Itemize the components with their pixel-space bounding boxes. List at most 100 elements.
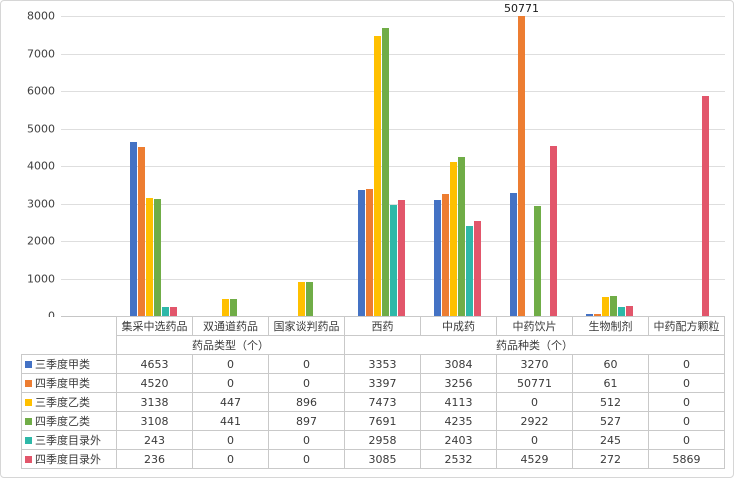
y-axis-tick-label: 2000 [27,234,55,248]
bar [130,142,137,316]
category-header-row: 集采中选药品 双通道药品 国家谈判药品 西药 中成药 中药饮片 生物制剂 中药配方颗粒 [21,316,725,336]
table-row: 三季度甲类 4653 0 0 3353 3084 3270 60 0 [21,354,725,374]
series-label-cell: 四季度目录外 [21,449,117,469]
group-header-cell: 药品类型（个） [116,335,345,355]
bar [466,226,473,316]
bar [154,199,161,316]
bar-group-7 [572,16,648,316]
bar [534,206,541,316]
value-cell: 0 [268,373,345,393]
bar [550,146,557,316]
bar [398,200,405,316]
value-cell: 0 [648,392,725,412]
value-cell: 3256 [420,373,497,393]
group-header-cell: 药品种类（个） [344,335,725,355]
value-cell: 512 [572,392,649,412]
series-name: 四季度甲类 [35,377,90,390]
bar-group-4 [344,16,420,316]
category-header-cell: 集采中选药品 [116,316,193,336]
table-row: 三季度乙类 3138 447 896 7473 4113 0 512 0 [21,392,725,412]
legend-key-icon [25,437,32,444]
value-cell: 896 [268,392,345,412]
value-cell: 0 [648,430,725,450]
gridline-5000 [61,128,725,130]
value-cell: 0 [648,373,725,393]
bar [602,297,609,316]
bar [170,307,177,316]
value-cell: 5869 [648,449,725,469]
series-label-cell: 三季度甲类 [21,354,117,374]
category-header-cell: 生物制剂 [572,316,649,336]
y-axis-tick-label: 8000 [27,9,55,23]
bar-group-3 [268,16,344,316]
y-axis-tick-label: 1000 [27,272,55,285]
plot-area [116,16,724,316]
value-cell: 447 [192,392,269,412]
category-header-cell: 中药配方颗粒 [648,316,725,336]
bar [306,282,313,316]
legend-key-icon [25,399,32,406]
value-cell: 0 [192,373,269,393]
legend-key-icon [25,361,32,368]
series-label-cell: 三季度乙类 [21,392,117,412]
bar [146,198,153,316]
value-cell: 0 [192,430,269,450]
value-cell: 61 [572,373,649,393]
value-cell: 0 [192,449,269,469]
value-cell: 3108 [116,411,193,431]
value-cell: 0 [496,392,573,412]
value-cell: 2532 [420,449,497,469]
gridline-4000 [61,166,725,167]
bar [626,306,633,316]
value-cell: 4235 [420,411,497,431]
value-cell: 3270 [496,354,573,374]
bar-group-8 [648,16,724,316]
series-name: 四季度乙类 [35,415,90,428]
category-header-cell: 西药 [344,316,421,336]
y-axis-tick-label: 5000 [27,122,55,135]
value-cell: 0 [648,411,725,431]
bar-group-2 [192,16,268,316]
gridline-8000 [61,16,725,17]
legend-key-icon [25,380,32,387]
table-row: 四季度乙类 3108 441 897 7691 4235 2922 527 0 [21,411,725,431]
y-axis-tick-label: 0 [17,310,55,323]
value-cell: 0 [268,449,345,469]
value-cell: 897 [268,411,345,431]
series-name: 四季度目录外 [35,453,101,466]
bar [222,299,229,316]
bar [442,194,449,316]
bar [702,96,709,316]
y-axis-tick-label: 4000 [27,159,55,173]
value-cell: 3084 [420,354,497,374]
value-cell: 3353 [344,354,421,374]
bar [382,28,389,316]
value-cell: 4529 [496,449,573,469]
bar [586,314,593,316]
value-cell: 3138 [116,392,193,412]
bar-group-5 [420,16,496,316]
series-label-cell: 四季度乙类 [21,411,117,431]
bar [230,299,237,316]
value-cell: 4113 [420,392,497,412]
bar [458,157,465,316]
value-cell: 7691 [344,411,421,431]
bar [298,282,305,316]
value-cell: 0 [268,354,345,374]
value-cell: 7473 [344,392,421,412]
gridline-6000 [61,91,725,92]
value-cell: 0 [648,354,725,374]
bar [434,200,441,316]
series-name: 三季度甲类 [35,358,90,371]
value-cell: 2403 [420,430,497,450]
value-cell: 0 [496,430,573,450]
value-cell: 50771 [496,373,573,393]
bar-group-6 [496,16,572,316]
bar [138,147,145,316]
y-axis-tick-label: 6000 [27,84,55,98]
group-header-row: 药品类型（个） 药品种类（个） [21,335,725,355]
bar [594,314,601,316]
bar [518,16,525,316]
table-corner [21,335,117,355]
